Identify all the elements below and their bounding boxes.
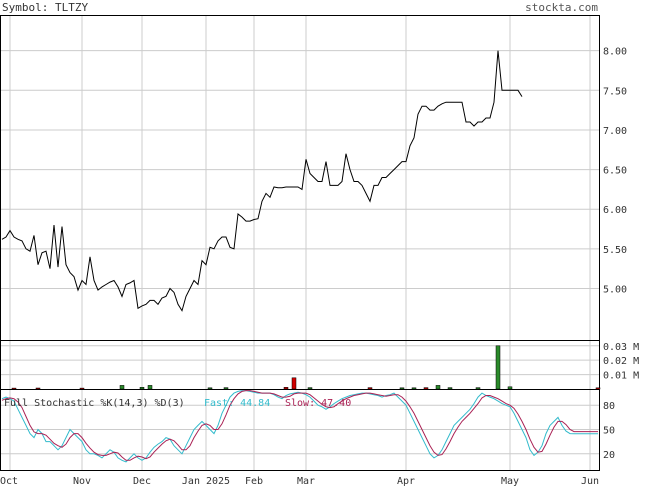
volume-bar — [435, 385, 441, 390]
volume-y-tick-label: 0.03 M — [603, 342, 639, 353]
volume-bar — [411, 387, 417, 390]
volume-y-tick-label: 0.01 M — [603, 371, 639, 382]
volume-bar — [207, 387, 213, 390]
x-tick-label: Apr — [397, 476, 415, 486]
stochastic-y-tick-label: 80 — [603, 401, 615, 412]
price-y-tick-label: 6.00 — [603, 205, 627, 216]
volume-bar — [11, 387, 17, 390]
slow-stochastic-line — [1, 390, 598, 461]
volume-bar — [367, 387, 373, 390]
volume-y-tick-label: 0.02 M — [603, 356, 639, 367]
x-tick-label: Feb — [245, 476, 263, 486]
slow-value-label: Slow: 47.40 — [285, 398, 351, 409]
volume-bar — [595, 387, 601, 390]
volume-bar — [507, 386, 513, 390]
volume-bar — [291, 377, 297, 390]
price-panel: 8.00 7.50 7.00 6.50 6.00 5.50 5.00 — [0, 15, 627, 341]
stochastic-frame — [0, 389, 600, 471]
x-tick-label: Mar — [297, 476, 315, 486]
symbol-label: Symbol: TLTZY — [2, 1, 88, 14]
x-tick-label: Nov — [73, 476, 91, 486]
x-axis: Oct Nov Dec Jan 2025 Feb Mar Apr May Jun — [0, 476, 599, 487]
x-tick-label: Jun — [581, 476, 599, 486]
stochastic-title: Full Stochastic %K(14,3) %D(3) — [4, 398, 185, 409]
volume-bar — [399, 387, 405, 390]
price-y-tick-label: 8.00 — [603, 47, 627, 58]
site-link[interactable]: stockta.com — [525, 1, 598, 14]
volume-bar — [475, 387, 481, 390]
price-y-tick-label: 5.50 — [603, 245, 627, 256]
price-y-tick-label: 5.00 — [603, 284, 627, 295]
volume-bar — [119, 385, 125, 390]
price-y-tick-label: 6.50 — [603, 166, 627, 177]
stochastic-panel: 80 50 20 Full Stochastic %K(14,3) %D(3) Fast… — [0, 389, 615, 471]
volume-bar — [423, 387, 429, 390]
x-tick-label: Oct — [0, 476, 18, 486]
price-y-tick-label: 7.00 — [603, 126, 627, 137]
stochastic-y-tick-label: 50 — [603, 426, 615, 437]
volume-bar — [139, 387, 145, 390]
volume-bar — [307, 387, 313, 390]
price-y-tick-label: 7.50 — [603, 86, 627, 97]
volume-panel: 0.03 M 0.02 M 0.01 M — [0, 340, 639, 390]
volume-bar — [495, 345, 501, 390]
volume-bar — [223, 387, 229, 390]
stochastic-y-tick-label: 20 — [603, 450, 615, 461]
volume-bar — [283, 387, 289, 390]
volume-bar — [147, 385, 153, 390]
x-tick-label: May — [501, 476, 519, 486]
volume-bar — [35, 387, 41, 390]
fast-value-label: Fast: 44.84 — [204, 398, 270, 409]
x-tick-label: Jan 2025 — [182, 476, 230, 486]
price-line — [1, 50, 523, 312]
x-tick-label: Dec — [133, 476, 151, 486]
volume-bar — [447, 387, 453, 390]
volume-bar — [79, 387, 85, 390]
